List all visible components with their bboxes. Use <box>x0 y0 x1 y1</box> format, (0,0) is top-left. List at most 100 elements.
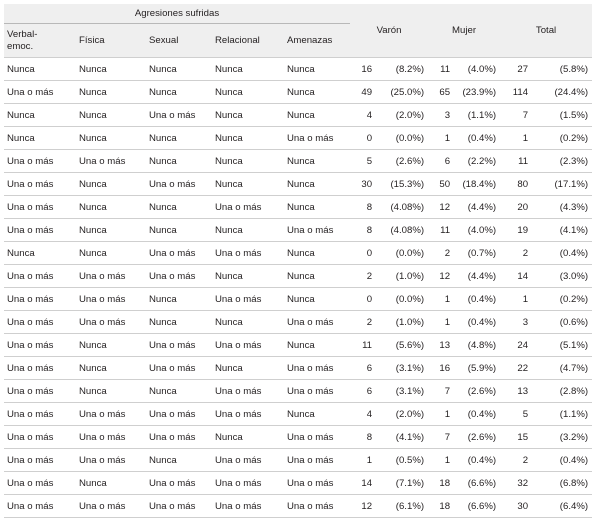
table-body: Nunca Nunca Nunca Nunca Nunca 16 (8.2%) 11 (4.0%… <box>4 57 593 518</box>
table-cell-mp: (0.4%) <box>454 287 501 311</box>
table-cell-f: Nunca <box>76 218 146 242</box>
table-cell-f: Una o más <box>76 402 146 426</box>
table-cell-v: Nunca <box>4 57 76 81</box>
table-cell-s: Una o más <box>146 264 212 288</box>
table-cell-r: Nunca <box>212 264 284 288</box>
table-cell-tn: 13 <box>500 379 533 403</box>
table-cell-tn: 3 <box>500 310 533 334</box>
table-cell-f: Una o más <box>76 448 146 472</box>
table-cell-s: Una o más <box>146 333 212 357</box>
table-cell-mp: (4.0%) <box>454 57 501 81</box>
table-cell-mp: (0.4%) <box>454 448 501 472</box>
table-cell-f: Nunca <box>76 126 146 150</box>
table-cell-mn: 1 <box>428 448 455 472</box>
table-cell-s: Nunca <box>146 57 212 81</box>
aggression-table: Agresiones sufridas Varón Mujer Total Ve… <box>4 4 593 518</box>
table-cell-vn: 0 <box>350 241 377 265</box>
table-row: Una o más Nunca Nunca Nunca Una o más 8 (4.08%… <box>4 218 593 242</box>
table-cell-f: Nunca <box>76 471 146 495</box>
table-cell-a: Nunca <box>284 333 351 357</box>
table-cell-tn: 15 <box>500 425 533 449</box>
table-cell-r: Una o más <box>212 448 284 472</box>
table-cell-tp: (0.4%) <box>532 448 593 472</box>
table-cell-s: Una o más <box>146 425 212 449</box>
table-header: Agresiones sufridas Varón Mujer Total Ve… <box>4 4 593 58</box>
table-cell-v: Nunca <box>4 126 76 150</box>
table-cell-mn: 1 <box>428 287 455 311</box>
table-cell-tp: (5.8%) <box>532 57 593 81</box>
table-cell-mn: 11 <box>428 57 455 81</box>
table-cell-tn: 80 <box>500 172 533 196</box>
table-cell-f: Nunca <box>76 379 146 403</box>
mujer-header: Mujer <box>428 4 501 58</box>
table-cell-v: Una o más <box>4 356 76 380</box>
table-cell-s: Nunca <box>146 287 212 311</box>
table-cell-s: Nunca <box>146 448 212 472</box>
table-cell-s: Una o más <box>146 356 212 380</box>
table-cell-mp: (4.4%) <box>454 195 501 219</box>
table-cell-v: Una o más <box>4 310 76 334</box>
table-cell-r: Una o más <box>212 379 284 403</box>
table-cell-s: Una o más <box>146 241 212 265</box>
table-cell-mn: 18 <box>428 471 455 495</box>
table-cell-mn: 1 <box>428 402 455 426</box>
table-cell-tn: 2 <box>500 241 533 265</box>
table-cell-tn: 32 <box>500 471 533 495</box>
table-cell-vp: (0.0%) <box>376 241 429 265</box>
table-cell-s: Nunca <box>146 218 212 242</box>
col-sexual: Sexual <box>146 23 212 58</box>
table-cell-tn: 24 <box>500 333 533 357</box>
table-cell-f: Nunca <box>76 57 146 81</box>
table-cell-a: Nunca <box>284 80 351 104</box>
table-cell-mp: (2.6%) <box>454 379 501 403</box>
table-cell-mn: 13 <box>428 333 455 357</box>
table-cell-r: Nunca <box>212 172 284 196</box>
table-row: Nunca Nunca Una o más Una o más Nunca 0 (0.0%)… <box>4 241 593 265</box>
table-cell-mn: 11 <box>428 218 455 242</box>
table-cell-tp: (0.6%) <box>532 310 593 334</box>
table-cell-r: Nunca <box>212 126 284 150</box>
table-cell-vn: 2 <box>350 310 377 334</box>
table-cell-mn: 16 <box>428 356 455 380</box>
col-relacional: Relacional <box>212 23 284 58</box>
table-cell-tp: (4.7%) <box>532 356 593 380</box>
table-cell-vp: (0.5%) <box>376 448 429 472</box>
table-cell-tn: 20 <box>500 195 533 219</box>
table-cell-f: Una o más <box>76 425 146 449</box>
table-cell-tp: (2.3%) <box>532 149 593 173</box>
table-row: Nunca Nunca Una o más Nunca Nunca 4 (2.0%) 3 (1.… <box>4 103 593 127</box>
table-row: Nunca Nunca Nunca Nunca Una o más 0 (0.0%) 1 (0.… <box>4 126 593 150</box>
table-cell-mp: (4.8%) <box>454 333 501 357</box>
table-cell-tp: (5.1%) <box>532 333 593 357</box>
table-cell-vp: (0.0%) <box>376 126 429 150</box>
table-row: Una o más Una o más Nunca Una o más Nunca 0 (0… <box>4 287 593 311</box>
table-cell-a: Nunca <box>284 57 351 81</box>
table-cell-v: Una o más <box>4 333 76 357</box>
table-cell-vp: (5.6%) <box>376 333 429 357</box>
table-cell-tp: (24.4%) <box>532 80 593 104</box>
table-cell-vn: 16 <box>350 57 377 81</box>
table-cell-vn: 0 <box>350 287 377 311</box>
table-cell-a: Nunca <box>284 287 351 311</box>
table-cell-mn: 50 <box>428 172 455 196</box>
table-cell-a: Nunca <box>284 402 351 426</box>
table-row: Nunca Nunca Nunca Nunca Nunca 16 (8.2%) 11 (4.0%… <box>4 57 593 81</box>
table-cell-tn: 19 <box>500 218 533 242</box>
table-cell-mp: (6.6%) <box>454 471 501 495</box>
table-cell-v: Una o más <box>4 425 76 449</box>
col-verbal: Verbal- emoc. <box>4 23 76 58</box>
table-cell-tp: (1.5%) <box>532 103 593 127</box>
table-cell-r: Una o más <box>212 195 284 219</box>
table-cell-v: Nunca <box>4 241 76 265</box>
table-cell-tp: (0.2%) <box>532 126 593 150</box>
table-cell-vn: 8 <box>350 195 377 219</box>
table-row: Una o más Nunca Nunca Una o más Una o más 6 (3… <box>4 379 593 403</box>
table-cell-f: Nunca <box>76 333 146 357</box>
table-cell-r: Nunca <box>212 356 284 380</box>
table-cell-v: Una o más <box>4 264 76 288</box>
table-cell-tp: (0.4%) <box>532 241 593 265</box>
table-cell-r: Nunca <box>212 80 284 104</box>
table-cell-v: Una o más <box>4 172 76 196</box>
table-cell-vp: (0.0%) <box>376 287 429 311</box>
table-cell-v: Una o más <box>4 287 76 311</box>
